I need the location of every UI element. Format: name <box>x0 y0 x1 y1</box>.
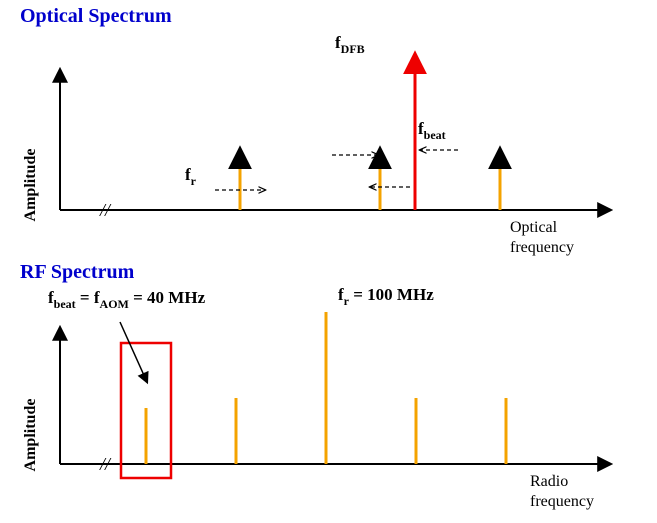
f-dfb-label: fDFB <box>335 33 365 56</box>
optical-comb-lines <box>240 150 500 210</box>
fbeat-pointer-arrow <box>120 322 147 382</box>
optical-axes: // <box>60 70 610 220</box>
optical-title: Optical Spectrum <box>20 5 172 27</box>
rf-comb-lines <box>146 312 506 464</box>
optical-ylabel: Amplitude <box>22 149 39 222</box>
rf-xlabel-2: frequency <box>530 493 594 510</box>
rf-title: RF Spectrum <box>20 261 135 283</box>
optical-xlabel-1: Optical <box>510 219 558 236</box>
fbeat-equation: fbeat = fAOM = 40 MHz <box>48 288 206 311</box>
fr-equation: fr = 100 MHz <box>338 285 434 308</box>
rf-axes: // <box>60 328 610 474</box>
rf-xlabel-1: Radio <box>530 473 568 490</box>
rf-ylabel: Amplitude <box>22 399 39 472</box>
fr-label-optical: fr <box>185 165 197 188</box>
optical-xlabel-2: frequency <box>510 239 574 256</box>
fbeat-arrows <box>332 150 458 187</box>
fbeat-label-optical: fbeat <box>418 119 446 142</box>
